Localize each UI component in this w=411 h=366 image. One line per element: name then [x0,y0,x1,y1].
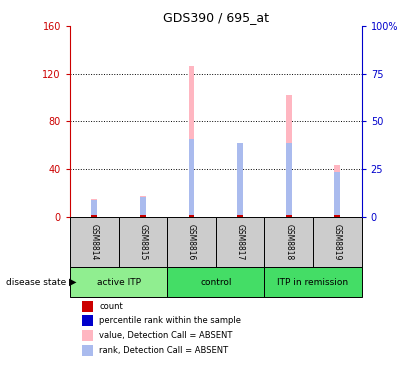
Bar [91,201,97,217]
Bar [81,301,93,312]
Bar [237,143,243,217]
Text: disease state: disease state [5,278,66,287]
Bar [286,95,292,217]
Bar [81,345,93,356]
Text: GSM8818: GSM8818 [284,224,293,261]
Text: ▶: ▶ [69,277,76,287]
Bar [118,217,167,268]
Text: GSM8819: GSM8819 [333,224,342,261]
Text: GSM8817: GSM8817 [236,224,245,261]
Text: ITP in remission: ITP in remission [277,278,349,287]
Bar [70,268,167,297]
Bar [70,217,118,268]
Bar [140,215,146,217]
Bar [140,197,146,217]
Bar [237,143,243,217]
Bar [264,217,313,268]
Bar [81,315,93,326]
Text: GSM8816: GSM8816 [187,224,196,261]
Bar [167,217,216,268]
Text: rank, Detection Call = ABSENT: rank, Detection Call = ABSENT [99,346,228,355]
Text: control: control [200,278,231,287]
Text: percentile rank within the sample: percentile rank within the sample [99,316,241,325]
Bar [189,139,194,217]
Bar [140,196,146,217]
Bar [237,215,243,217]
Bar [313,217,362,268]
Bar [167,268,264,297]
Text: GSM8814: GSM8814 [90,224,99,261]
Bar [91,215,97,217]
Bar [189,66,194,217]
Bar [189,215,194,217]
Text: GSM8815: GSM8815 [139,224,147,261]
Text: active ITP: active ITP [97,278,141,287]
Bar [81,330,93,341]
Bar [264,268,362,297]
Text: count: count [99,302,123,311]
Bar [216,217,264,268]
Text: value, Detection Call = ABSENT: value, Detection Call = ABSENT [99,331,233,340]
Title: GDS390 / 695_at: GDS390 / 695_at [163,11,269,25]
Bar [335,165,340,217]
Bar [286,215,292,217]
Bar [335,215,340,217]
Bar [335,172,340,217]
Bar [91,199,97,217]
Bar [286,143,292,217]
